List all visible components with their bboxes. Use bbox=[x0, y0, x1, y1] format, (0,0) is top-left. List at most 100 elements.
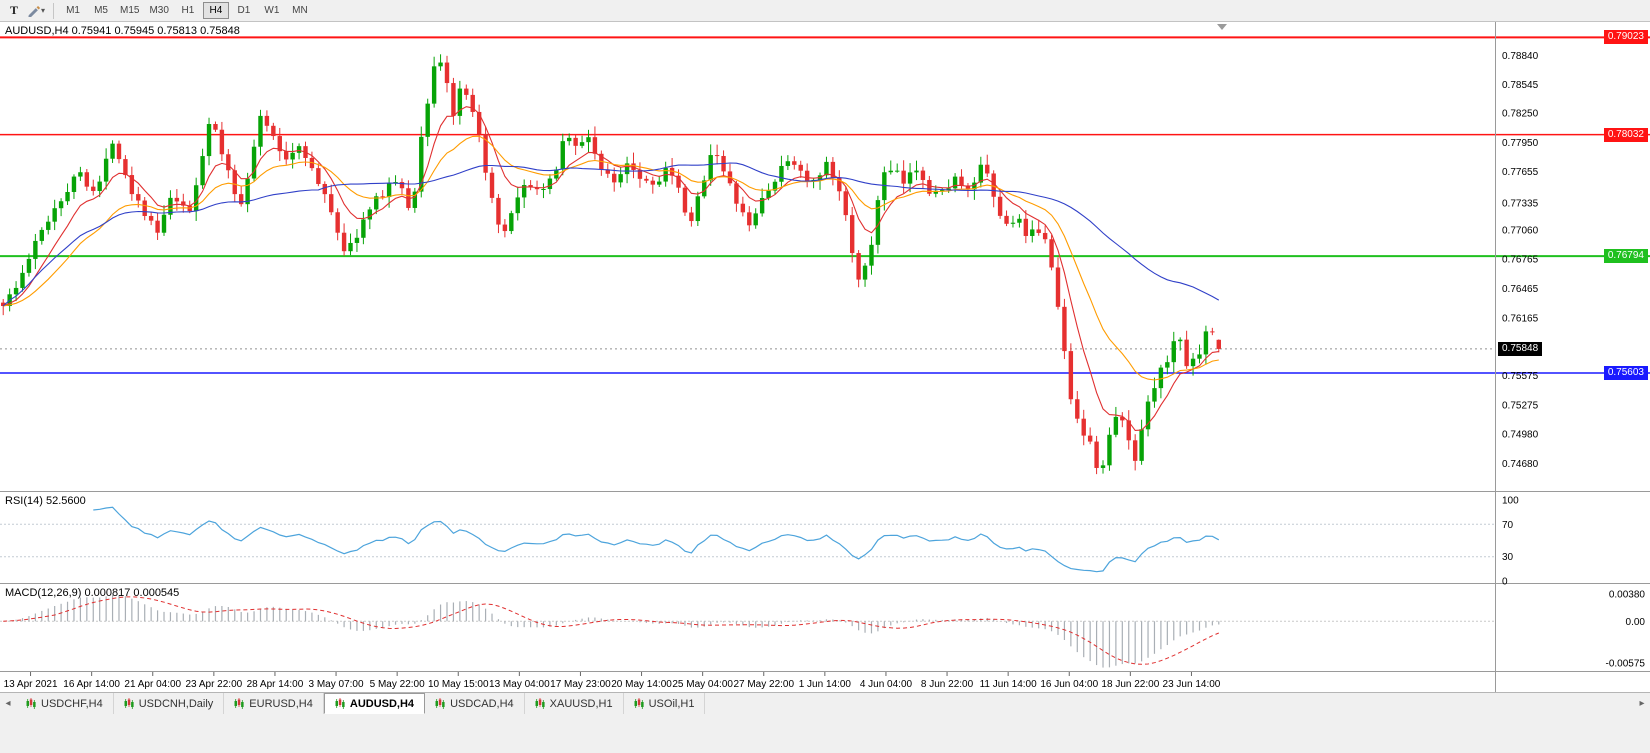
rsi-line bbox=[93, 506, 1220, 573]
timeframe-button-m1[interactable]: M1 bbox=[60, 2, 86, 19]
svg-text:18 Jun 22:00: 18 Jun 22:00 bbox=[1101, 679, 1159, 690]
price-axis[interactable]: 0.78840 0.78545 0.78250 0.77950 0.77655 0.773… bbox=[1502, 51, 1539, 470]
candlesticks bbox=[1, 54, 1221, 475]
ma-ema-20 bbox=[3, 135, 1219, 381]
svg-text:-0.00575: -0.00575 bbox=[1606, 658, 1646, 669]
timeframe-group: M1 M5 M15 M30 H1 H4 D1 W1 MN bbox=[59, 2, 314, 19]
svg-text:0.78840: 0.78840 bbox=[1502, 51, 1539, 62]
chart-tab-label: XAUUSD,H1 bbox=[549, 697, 613, 710]
svg-text:0.75870: 0.75870 bbox=[1502, 342, 1539, 353]
ma-ema-8 bbox=[2, 106, 1219, 431]
svg-text:0.77060: 0.77060 bbox=[1502, 226, 1539, 237]
symbol-ohlc-label: AUDUSD,H4 0.75941 0.75945 0.75813 0.7584… bbox=[5, 25, 240, 37]
rsi-indicator-label: RSI(14) 52.5600 bbox=[5, 495, 86, 507]
svg-text:1 Jun 14:00: 1 Jun 14:00 bbox=[799, 679, 852, 690]
svg-text:16 Apr 14:00: 16 Apr 14:00 bbox=[63, 679, 120, 690]
chart-tab-label: USOil,H1 bbox=[648, 697, 695, 710]
svg-text:20 May 14:00: 20 May 14:00 bbox=[611, 679, 672, 690]
timeframe-button-m15[interactable]: M15 bbox=[116, 2, 143, 19]
svg-text:10 May 15:00: 10 May 15:00 bbox=[428, 679, 489, 690]
chart-tab-audusd-h4[interactable]: AUDUSD,H4 bbox=[323, 693, 426, 714]
svg-text:0.00380: 0.00380 bbox=[1609, 589, 1646, 600]
candlestick-chart-icon bbox=[234, 698, 244, 709]
chevron-down-icon: ▾ bbox=[41, 6, 46, 15]
candlestick-chart-icon bbox=[124, 698, 134, 709]
candlestick-chart-icon bbox=[634, 698, 644, 709]
svg-text:0.78250: 0.78250 bbox=[1502, 109, 1539, 120]
svg-text:0.76165: 0.76165 bbox=[1502, 313, 1539, 324]
svg-text:13 Apr 2021: 13 Apr 2021 bbox=[4, 679, 58, 690]
chart-tab-label: USDCNH,Daily bbox=[138, 697, 214, 710]
chart-tabs: USDCHF,H4 USDCNH,Daily EURUSD,H4 AUDUSD,H4 U… bbox=[16, 693, 706, 714]
svg-text:0.77655: 0.77655 bbox=[1502, 167, 1539, 178]
chart-tab-usoil-h1[interactable]: USOil,H1 bbox=[624, 693, 706, 714]
svg-text:0.77950: 0.77950 bbox=[1502, 138, 1539, 149]
chart-tab-label: USDCHF,H4 bbox=[41, 697, 103, 710]
candlestick-chart-icon bbox=[26, 698, 36, 709]
macd-axis: 0.00380 0.00 -0.00575 bbox=[1606, 589, 1646, 669]
svg-text:16 Jun 04:00: 16 Jun 04:00 bbox=[1040, 679, 1098, 690]
chart-tab-label: EURUSD,H4 bbox=[249, 697, 313, 710]
timeframe-button-w1[interactable]: W1 bbox=[259, 2, 285, 19]
svg-text:0.76765: 0.76765 bbox=[1502, 254, 1539, 265]
svg-text:0: 0 bbox=[1502, 577, 1508, 588]
svg-text:21 Apr 04:00: 21 Apr 04:00 bbox=[124, 679, 181, 690]
svg-text:4 Jun 04:00: 4 Jun 04:00 bbox=[860, 679, 913, 690]
svg-text:70: 70 bbox=[1502, 520, 1514, 531]
svg-text:3 May 07:00: 3 May 07:00 bbox=[309, 679, 364, 690]
svg-text:5 May 22:00: 5 May 22:00 bbox=[370, 679, 425, 690]
svg-text:8 Jun 22:00: 8 Jun 22:00 bbox=[921, 679, 974, 690]
chart-tab-bar: ◂ USDCHF,H4 USDCNH,Daily EURUSD,H4 AUDUSD,H… bbox=[0, 692, 1650, 714]
chart-tab-eurusd-h4[interactable]: EURUSD,H4 bbox=[224, 693, 324, 714]
svg-text:0.75275: 0.75275 bbox=[1502, 401, 1539, 412]
svg-text:0.74680: 0.74680 bbox=[1502, 459, 1539, 470]
macd-histogram bbox=[9, 594, 1220, 668]
text-tool-button[interactable]: T bbox=[4, 2, 24, 20]
svg-text:0.78545: 0.78545 bbox=[1502, 80, 1539, 91]
svg-text:0.75575: 0.75575 bbox=[1502, 371, 1539, 382]
svg-text:0.00: 0.00 bbox=[1626, 617, 1646, 628]
chart-tab-xauusd-h1[interactable]: XAUUSD,H1 bbox=[525, 693, 624, 714]
candlestick-chart-icon bbox=[335, 698, 345, 709]
tab-scroll-right-icon[interactable]: ▸ bbox=[1639, 698, 1645, 709]
chart-tab-usdchf-h4[interactable]: USDCHF,H4 bbox=[16, 693, 114, 714]
chart-background bbox=[0, 22, 1650, 692]
svg-text:25 May 04:00: 25 May 04:00 bbox=[672, 679, 733, 690]
svg-text:0.77335: 0.77335 bbox=[1502, 199, 1539, 210]
chart-tab-usdcnh-daily[interactable]: USDCNH,Daily bbox=[114, 693, 225, 714]
svg-text:0.76465: 0.76465 bbox=[1502, 284, 1539, 295]
svg-text:0.74980: 0.74980 bbox=[1502, 430, 1539, 441]
svg-text:23 Apr 22:00: 23 Apr 22:00 bbox=[185, 679, 242, 690]
rsi-axis: 100 70 30 0 bbox=[1502, 496, 1519, 588]
bottom-filler bbox=[0, 714, 1650, 753]
candlestick-chart-icon bbox=[435, 698, 445, 709]
time-axis[interactable]: 13 Apr 2021 16 Apr 14:00 21 Apr 04:00 23 Ap… bbox=[4, 672, 1221, 690]
top-toolbar: T ▾ M1 M5 M15 M30 H1 H4 D1 W1 MN bbox=[0, 0, 1650, 22]
macd-signal-line bbox=[3, 596, 1219, 665]
svg-text:30: 30 bbox=[1502, 552, 1514, 563]
toolbar-separator bbox=[53, 2, 55, 19]
ma-sma-50 bbox=[2, 162, 1220, 307]
chart-tab-label: AUDUSD,H4 bbox=[349, 697, 415, 710]
draw-tool-button[interactable]: ▾ bbox=[24, 2, 48, 20]
pencil-icon bbox=[28, 5, 40, 17]
svg-text:28 Apr 14:00: 28 Apr 14:00 bbox=[247, 679, 304, 690]
svg-text:27 May 22:00: 27 May 22:00 bbox=[733, 679, 794, 690]
timeframe-button-mn[interactable]: MN bbox=[287, 2, 313, 19]
svg-text:11 Jun 14:00: 11 Jun 14:00 bbox=[980, 679, 1038, 690]
chart-tab-usdcad-h4[interactable]: USDCAD,H4 bbox=[425, 693, 525, 714]
chart-tab-label: USDCAD,H4 bbox=[450, 697, 514, 710]
chart-shift-marker[interactable] bbox=[1217, 24, 1227, 30]
timeframe-button-d1[interactable]: D1 bbox=[231, 2, 257, 19]
timeframe-button-h4[interactable]: H4 bbox=[202, 2, 229, 19]
svg-text:23 Jun 14:00: 23 Jun 14:00 bbox=[1163, 679, 1221, 690]
timeframe-button-h1[interactable]: H1 bbox=[175, 2, 201, 19]
tab-scroll-left-icon[interactable]: ◂ bbox=[5, 698, 11, 709]
svg-text:13 May 04:00: 13 May 04:00 bbox=[489, 679, 550, 690]
timeframe-button-m5[interactable]: M5 bbox=[88, 2, 114, 19]
svg-text:100: 100 bbox=[1502, 496, 1519, 507]
timeframe-button-m30[interactable]: M30 bbox=[145, 2, 172, 19]
svg-text:17 May 23:00: 17 May 23:00 bbox=[550, 679, 611, 690]
